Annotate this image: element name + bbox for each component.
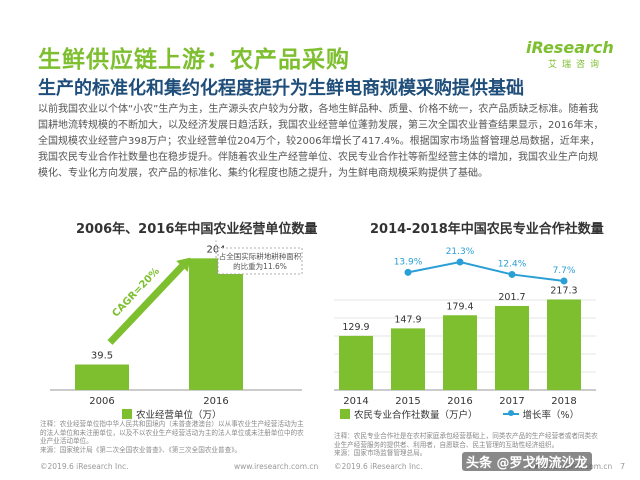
cagr-arrow-head <box>176 257 191 272</box>
growth-point-2018 <box>560 277 568 285</box>
iresearch-logo: iResearch 艾瑞咨询 <box>526 38 614 70</box>
note-right: 注释：农民专业合作社是在农村家庭承包经营基础上，同类农产品的生产经营者或者同类农… <box>334 432 598 458</box>
tick-label-2015: 2015 <box>395 396 420 406</box>
note-left: 注释：农业经营单位指中华人民共和国境内（未普查港澳台）以从事农业生产经营活动为主… <box>40 420 304 454</box>
footer-copyright-right: ©2019.6 iResearch Inc. <box>334 462 423 471</box>
legend-swatch-bar <box>122 409 132 419</box>
logo-text: iResearch <box>526 38 614 57</box>
legend-swatch-bar <box>340 409 350 419</box>
data-label-2018: 217.3 <box>550 285 577 296</box>
bar-2006 <box>75 364 129 390</box>
tick-label-2017: 2017 <box>499 396 524 406</box>
growth-label-2016: 21.3% <box>446 247 475 257</box>
legend-swatch-line <box>502 410 519 416</box>
growth-point-2015 <box>404 268 412 276</box>
bar-2018 <box>547 299 581 390</box>
logo-subtext: 艾瑞咨询 <box>548 60 605 70</box>
growth-rate-line <box>407 260 565 283</box>
callout-box <box>217 247 303 275</box>
chart-title-right: 2014-2018年中国农民专业合作社数量 <box>370 222 604 237</box>
watermark: 头条 @罗戈物流沙龙 <box>462 452 592 471</box>
cagr-arrow <box>107 263 185 345</box>
bar-2016 <box>189 258 243 390</box>
combo-chart-cooperatives: 129.9 2014 147.9 2015 179.4 2016 201.7 2017 217.… <box>334 247 596 406</box>
tick-label-2006: 2006 <box>89 396 114 406</box>
data-label-2016: 179.4 <box>446 301 473 312</box>
footer-url-left: www.iresearch.com.cn <box>234 462 319 471</box>
growth-point-2016 <box>456 258 464 266</box>
page-title: 生鲜供应链上游：农产品采购 <box>38 47 350 73</box>
legend-left: 农业经营单位（万） <box>122 407 222 421</box>
intro-paragraph: 以前我国农业以个体“小农”生产为主，生产源头农户较为分散，各地生鲜品种、质量、价… <box>38 104 604 179</box>
growth-label-2015: 13.9% <box>394 257 423 267</box>
growth-label-2017: 12.4% <box>498 259 527 269</box>
tick-label-2018: 2018 <box>551 396 576 406</box>
legend-right: 农民专业合作社数量（万户） 增长率（%） <box>340 407 601 421</box>
data-label-2014: 129.9 <box>342 322 369 333</box>
data-label-2015: 147.9 <box>394 314 421 325</box>
callout-text: 占全国实际耕地耕种面积的比重为11.6% <box>219 251 302 271</box>
legend-label-units: 农业经营单位（万） <box>136 410 222 421</box>
footer-copyright-left: ©2019.6 iResearch Inc. <box>40 462 129 471</box>
bar-2017 <box>495 305 529 390</box>
bar-2015 <box>391 328 425 390</box>
tick-label-2016: 2016 <box>447 396 472 406</box>
legend-label-coops: 农民专业合作社数量（万户） <box>354 410 478 421</box>
data-label-2006: 39.5 <box>91 351 113 362</box>
chart-title-left: 2006年、2016年中国农业经营单位数量 <box>76 222 318 237</box>
bar-2014 <box>339 335 373 390</box>
growth-label-2018: 7.7% <box>553 266 576 276</box>
data-label-2017: 201.7 <box>498 292 525 303</box>
tick-label-2016: 2016 <box>203 396 228 406</box>
page-number: 7 <box>620 462 626 471</box>
growth-point-2017 <box>508 270 516 278</box>
bar-chart-agri-units: 39.520062042016CAGR=20%占全国实际耕地耕种面积的比重为11… <box>50 240 303 406</box>
tick-label-2014: 2014 <box>343 396 368 406</box>
bar-2016 <box>443 315 477 390</box>
page-subtitle: 生产的标准化和集约化程度提升为生鲜电商规模采购提供基础 <box>38 78 524 99</box>
legend-label-growth: 增长率（%） <box>522 410 580 421</box>
